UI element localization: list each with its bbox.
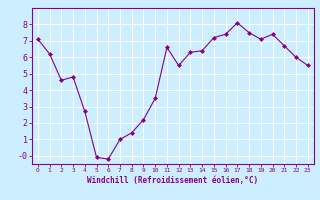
- X-axis label: Windchill (Refroidissement éolien,°C): Windchill (Refroidissement éolien,°C): [87, 176, 258, 185]
